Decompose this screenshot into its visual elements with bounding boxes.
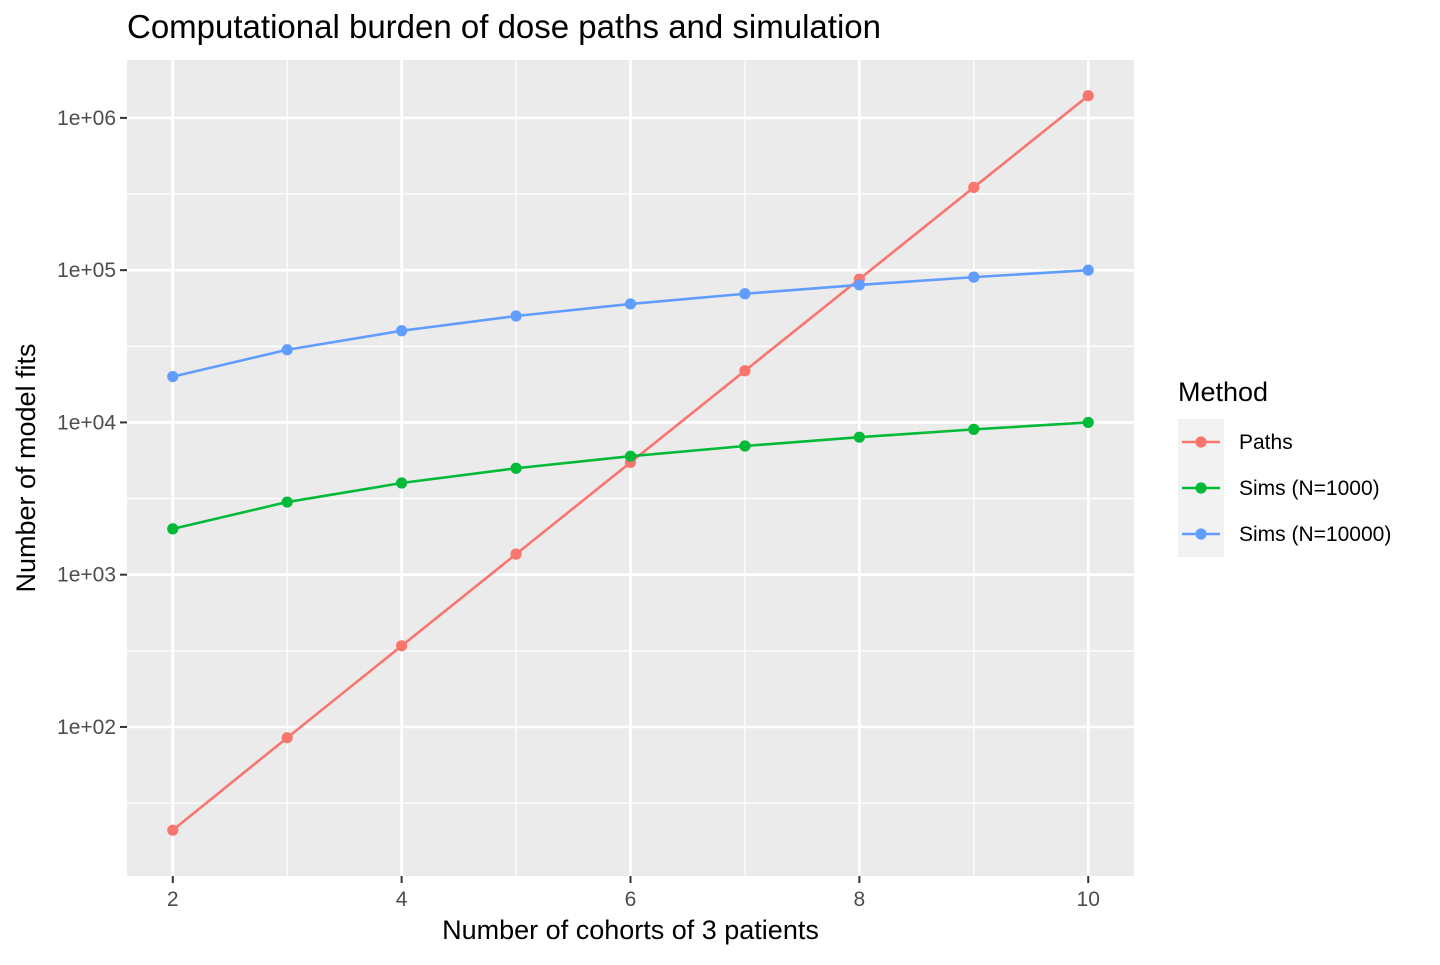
data-point-paths: [739, 365, 751, 377]
x-tick-label: 10: [1077, 888, 1100, 911]
data-point-sims-n-1000: [853, 431, 865, 443]
y-axis-title: Number of model fits: [11, 343, 41, 592]
y-tick-label: 1e+03: [57, 564, 116, 587]
chart-title: Computational burden of dose paths and s…: [127, 8, 881, 45]
x-tick-label: 6: [625, 888, 637, 911]
legend-key-point-sims-n-10000: [1195, 528, 1207, 540]
series-layer: [167, 90, 1094, 836]
data-point-sims-n-10000: [853, 279, 865, 291]
x-tick-label: 8: [854, 888, 866, 911]
y-tick-label: 1e+02: [57, 716, 116, 739]
data-point-paths: [510, 548, 522, 560]
data-point-sims-n-10000: [1082, 264, 1094, 276]
legend: Method Paths Sims (N=1000) Sims (N=10000): [1178, 377, 1391, 557]
x-axis: 2 4 6 8 10: [167, 876, 1100, 911]
x-tick-label: 2: [167, 888, 179, 911]
y-tick-label: 1e+04: [57, 411, 116, 434]
y-tick-label: 1e+06: [57, 107, 116, 130]
data-point-sims-n-10000: [739, 288, 751, 300]
major-gridlines: [127, 60, 1134, 876]
data-point-sims-n-1000: [968, 423, 980, 435]
legend-label-sims-n-1000: Sims (N=1000): [1239, 477, 1380, 500]
data-point-paths: [396, 640, 408, 652]
legend-title: Method: [1178, 377, 1268, 407]
data-point-sims-n-10000: [510, 310, 522, 322]
data-point-sims-n-1000: [624, 450, 637, 462]
data-point-paths: [167, 824, 179, 836]
legend-label-paths: Paths: [1239, 431, 1293, 454]
data-point-sims-n-1000: [281, 496, 293, 508]
legend-label-sims-n-10000: Sims (N=10000): [1239, 523, 1391, 546]
legend-key-point-paths: [1195, 436, 1207, 448]
data-point-sims-n-1000: [396, 477, 408, 489]
data-point-sims-n-1000: [510, 462, 522, 474]
data-point-sims-n-10000: [281, 344, 293, 356]
data-point-sims-n-1000: [739, 440, 751, 452]
data-point-paths: [968, 181, 980, 194]
y-axis: 1e+02 1e+03 1e+04 1e+05 1e+06: [57, 107, 127, 739]
x-axis-title: Number of cohorts of 3 patients: [442, 915, 819, 945]
data-point-paths: [1082, 90, 1094, 102]
data-point-sims-n-10000: [167, 370, 179, 383]
legend-key-point-sims-n-1000: [1195, 482, 1207, 494]
data-point-sims-n-1000: [167, 523, 179, 535]
data-point-paths: [281, 732, 293, 744]
data-point-sims-n-10000: [624, 298, 637, 310]
y-tick-label: 1e+05: [57, 259, 116, 282]
data-point-sims-n-1000: [1082, 416, 1094, 429]
data-point-sims-n-10000: [396, 325, 408, 337]
data-point-sims-n-10000: [968, 271, 980, 283]
x-tick-label: 4: [396, 888, 408, 911]
